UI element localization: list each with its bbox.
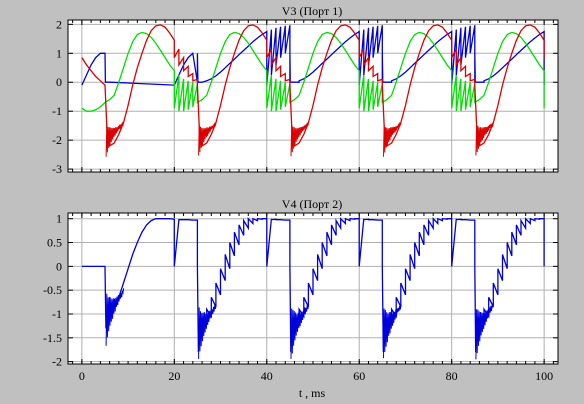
y-tick-label: -2 [52,355,62,369]
series-line-0 [81,25,545,86]
y-tick-label: -1.5 [43,331,62,345]
y-tick-label: -1 [52,104,62,118]
x-tick-labels: 0 20 40 60 80 100 [79,369,553,383]
ringing-transient [475,121,494,156]
x-tick-label: 0 [79,369,85,383]
x-tick-label: 80 [446,369,458,383]
x-tick-label: 60 [353,369,365,383]
y-tick-label: -0.5 [43,283,62,297]
chart-title: V3 (Порт 1) [282,4,342,18]
y-tick-label: 0.5 [47,236,62,250]
series-group [81,217,545,360]
y-tick-label: 1 [56,46,62,60]
ringing-transient [383,121,402,157]
series-line-1 [81,31,545,112]
y-tick-label: 0 [56,75,62,89]
ringing-transient [198,122,217,156]
ticks [68,20,558,172]
x-tick-label: 40 [261,369,273,383]
y-tick-label: 1 [56,212,62,226]
plot-area [67,19,559,173]
series-group [81,24,545,157]
ringing-transient [290,121,309,157]
y-tick-label: -3 [52,162,62,176]
y-tick-labels: 1 0.5 0 -0.5 -1 -1.5 -2 [43,212,62,369]
ringing-transient [105,121,125,157]
y-tick-label: -2 [52,133,62,147]
chart-v4: V4 (Порт 2) 1 0.5 0 -0.5 -1 -1.5 -2 0 20 40 60 80 1… [43,197,559,400]
y-tick-label: 2 [56,17,62,31]
y-tick-label: -1 [52,307,62,321]
chart-v3: V3 (Порт 1) 2 1 0 -1 -2 -3 [52,4,559,176]
x-axis-label: t , ms [299,386,326,400]
series-line-2 [81,24,545,147]
ringing-transient [383,304,402,359]
ringing-transient [198,304,217,359]
ticks [68,213,558,364]
chart-title: V4 (Порт 2) [282,197,342,211]
x-tick-label: 100 [535,369,553,383]
ringing-transient [105,288,125,346]
y-tick-labels: 2 1 0 -1 -2 -3 [52,17,62,176]
x-tick-label: 20 [168,369,180,383]
y-tick-label: 0 [56,259,62,273]
ringing-transient [475,302,494,360]
ringing-transient [290,303,309,359]
